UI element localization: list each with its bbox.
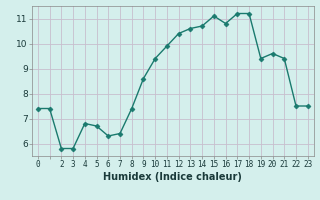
X-axis label: Humidex (Indice chaleur): Humidex (Indice chaleur) [103,172,242,182]
